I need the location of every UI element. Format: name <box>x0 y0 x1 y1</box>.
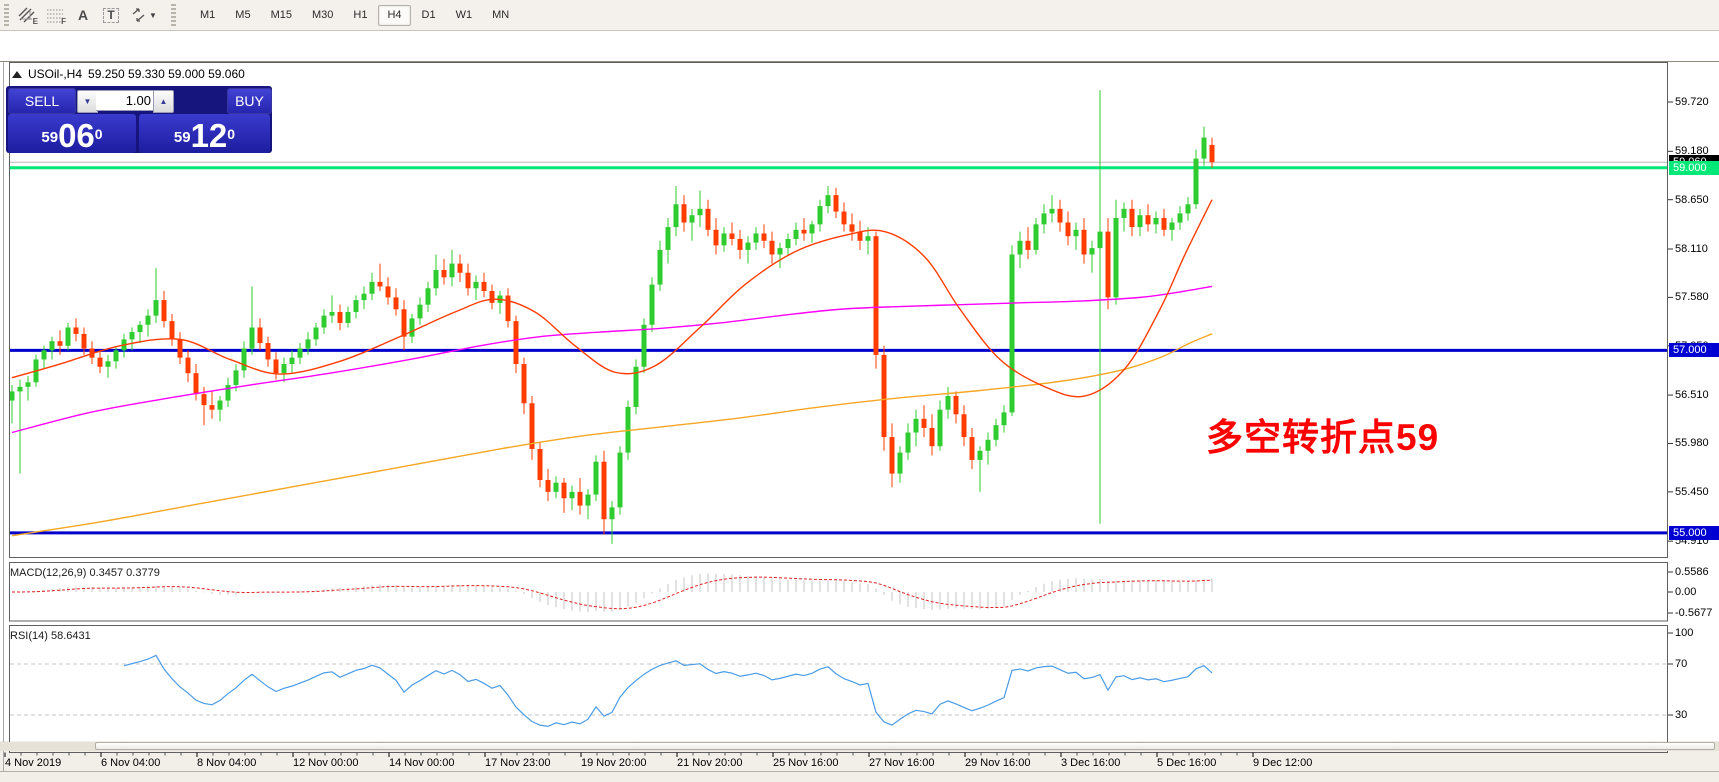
time-tick-3-Dec-16-00: 3 Dec 16:00 <box>1061 757 1121 769</box>
sell-price-handle: 59 <box>41 129 59 146</box>
toolbar-gripper-2[interactable] <box>171 4 176 26</box>
sell-price-point: 0 <box>94 126 103 142</box>
sell-price-panel[interactable]: 59 06 0 <box>8 114 136 153</box>
chart-canvas <box>0 61 1719 772</box>
toolbar: E F A T ▼ M1 M5 M15 M30 H1 H4 D1 W1 MN <box>0 0 1719 31</box>
timeframe-button-w1[interactable]: W1 <box>455 8 473 21</box>
sell-button[interactable]: SELL <box>8 88 76 114</box>
horizontal-scrollbar-thumb[interactable] <box>95 742 1715 750</box>
time-tick-8-Nov-04-00: 8 Nov 04:00 <box>197 757 257 769</box>
chart-window: USOil-,H4 59.250 59.330 59.000 59.060 SE… <box>0 31 1719 772</box>
time-tick-5-Dec-16-00: 5 Dec 16:00 <box>1157 757 1217 769</box>
fibo-grid-tool-icon[interactable]: F <box>42 3 68 27</box>
price-tick-58.110: 58.110 <box>1675 242 1708 255</box>
volume-input[interactable] <box>96 90 155 111</box>
time-tick-17-Nov-23-00: 17 Nov 23:00 <box>485 757 551 769</box>
volume-decrease-button[interactable]: ▼ <box>77 90 98 113</box>
toolbar-gripper[interactable] <box>4 4 9 26</box>
price-tick-59.720: 59.720 <box>1675 96 1709 108</box>
time-tick-21-Nov-20-00: 21 Nov 20:00 <box>677 757 743 769</box>
time-tick-9-Dec-12-00: 9 Dec 12:00 <box>1253 757 1313 769</box>
rsi-tick-100: 100 <box>1675 627 1694 639</box>
rsi-indicator-label: RSI(14) 58.6431 <box>10 630 91 642</box>
chart-ohlc-values: 59.250 59.330 59.000 59.060 <box>88 67 245 81</box>
sell-button-label: SELL <box>24 93 60 109</box>
price-tick-59.180: 59.180 <box>1675 145 1709 158</box>
timeframe-button-m30[interactable]: M30 <box>311 8 334 21</box>
macd-tick--0.5677: -0.5677 <box>1675 607 1713 619</box>
time-tick-25-Nov-16-00: 25 Nov 16:00 <box>773 757 839 769</box>
timeframe-button-h1[interactable]: H1 <box>353 8 368 21</box>
time-tick-6-Nov-04-00: 6 Nov 04:00 <box>101 757 161 769</box>
price-box-55.000: 55.000 <box>1669 525 1719 540</box>
rsi-tick-70: 70 <box>1675 658 1688 670</box>
price-tick-56.510: 56.510 <box>1675 389 1709 402</box>
macd-tick-0.5586: 0.5586 <box>1675 566 1709 578</box>
buy-button-label: BUY <box>235 93 264 109</box>
macd-indicator-label: MACD(12,26,9) 0.3457 0.3779 <box>10 567 160 579</box>
chart-title-bar: USOil-,H4 59.250 59.330 59.000 59.060 <box>12 67 245 81</box>
rsi-tick-30: 30 <box>1675 709 1688 721</box>
crosshair-lines-tool-icon[interactable]: E <box>14 3 40 27</box>
timeframe-button-m5[interactable]: M5 <box>235 8 251 21</box>
dropdown-caret-icon[interactable]: ▼ <box>149 10 157 20</box>
time-tick-4-Nov-2019: 4 Nov 2019 <box>5 757 62 769</box>
time-tick-12-Nov-00-00: 12 Nov 00:00 <box>293 757 359 769</box>
buy-price-handle: 59 <box>173 129 191 146</box>
time-tick-14-Nov-00-00: 14 Nov 00:00 <box>389 757 455 769</box>
icon-sub-label-e: E <box>32 17 38 26</box>
price-tick-55.980: 55.980 <box>1675 437 1709 450</box>
buy-price-pips: 12 <box>190 117 228 154</box>
time-tick-19-Nov-20-00: 19 Nov 20:00 <box>581 757 647 769</box>
sell-price-pips: 06 <box>58 117 95 154</box>
price-tick-58.650: 58.650 <box>1675 193 1709 206</box>
timeframe-group: M1 M5 M15 M30 H1 H4 D1 W1 MN <box>190 4 519 26</box>
timeframe-button-h4[interactable]: H4 <box>378 4 411 26</box>
one-click-trading-panel: SELL ▼ ▲ BUY 59 06 0 59 12 0 <box>6 86 272 153</box>
text-label-tool-icon[interactable]: A <box>70 3 96 27</box>
price-box-57.000: 57.000 <box>1669 343 1719 358</box>
timeframe-button-mn[interactable]: MN <box>492 8 510 21</box>
buy-button[interactable]: BUY <box>227 88 272 114</box>
textbox-tool-glyph: T <box>103 7 119 23</box>
text-box-tool-icon[interactable]: T <box>98 3 124 27</box>
volume-increase-button[interactable]: ▲ <box>153 90 174 113</box>
text-tool-glyph: A <box>77 7 89 23</box>
time-tick-29-Nov-16-00: 29 Nov 16:00 <box>965 757 1031 769</box>
macd-tick-0.00: 0.00 <box>1675 586 1697 598</box>
price-box-59.000: 59.000 <box>1669 160 1719 175</box>
horizontal-scrollbar-track <box>0 742 1719 751</box>
time-tick-27-Nov-16-00: 27 Nov 16:00 <box>869 757 935 769</box>
collapse-arrow-icon[interactable] <box>12 70 22 78</box>
timeframe-button-m1[interactable]: M1 <box>200 8 216 21</box>
price-tick-55.450: 55.450 <box>1675 485 1709 498</box>
buy-price-panel[interactable]: 59 12 0 <box>139 114 270 153</box>
timeframe-button-m15[interactable]: M15 <box>270 8 292 21</box>
icon-sub-label-f: F <box>61 17 66 26</box>
chart-symbol-title: USOil-,H4 <box>28 67 83 81</box>
chart-annotation-text: 多空转折点59 <box>1206 417 1440 458</box>
buy-price-point: 0 <box>227 126 236 142</box>
arrow-objects-tool-icon[interactable]: ▼ <box>126 3 162 27</box>
price-tick-57.580: 57.580 <box>1675 291 1709 304</box>
timeframe-button-d1[interactable]: D1 <box>421 8 436 21</box>
